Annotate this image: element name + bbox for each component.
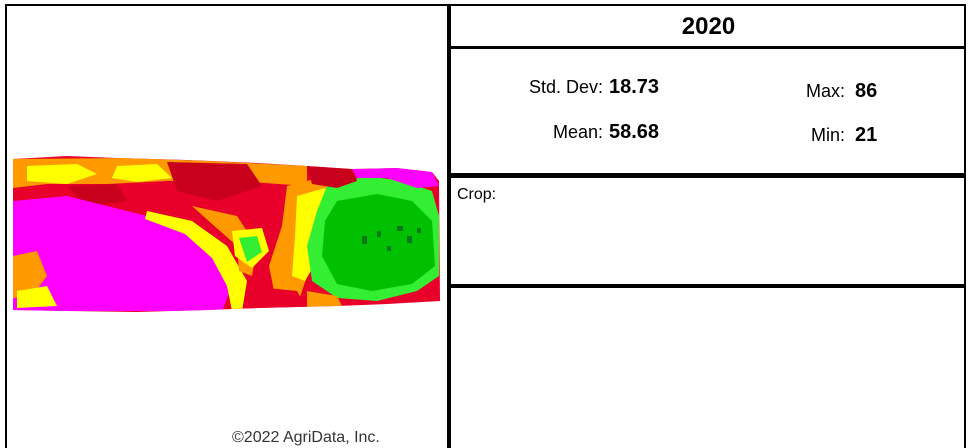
zone-yellow-left: [17, 286, 57, 308]
zone-orange-left: [13, 251, 47, 298]
std-dev-value: 18.73: [609, 76, 660, 98]
min-value: 21: [855, 124, 878, 146]
info-panel: 2020 Std. Dev: 18.73 Max: 86 Mean: 58.68…: [451, 6, 966, 448]
zone-red-bottom: [247, 286, 307, 309]
zone-magenta-top-right: [352, 168, 439, 188]
report-frame: ©2022 AgriData, Inc. 2020 Std. Dev: 18.7…: [5, 4, 966, 448]
speck-3: [397, 226, 403, 231]
field-zones: [13, 156, 440, 312]
zone-light-green-small: [239, 236, 262, 262]
divider-year: [451, 46, 966, 49]
zone-yellow-top-left: [27, 164, 97, 184]
min-label: Min:: [810, 125, 845, 145]
max-label: Max:: [805, 81, 845, 101]
yield-map-panel: ©2022 AgriData, Inc.: [7, 6, 447, 448]
zone-dark-red-1: [167, 162, 262, 201]
year-title: 2020: [681, 13, 736, 40]
mean-label: Mean:: [552, 122, 603, 142]
zone-orange-bottom: [307, 291, 342, 308]
zone-dark-red-3: [307, 166, 357, 188]
speck-6: [387, 246, 391, 251]
zone-yellow-border: [145, 211, 247, 311]
std-dev-label: Std. Dev:: [528, 77, 603, 97]
zone-magenta: [13, 196, 232, 311]
yield-map: [13, 156, 440, 312]
divider-stats: [451, 173, 966, 178]
copyright-text: ©2022 AgriData, Inc.: [232, 429, 380, 446]
zone-green: [322, 194, 435, 291]
speck-5: [417, 228, 421, 233]
speck-1: [362, 236, 367, 244]
vertical-divider: [447, 6, 451, 448]
crop-label: Crop:: [457, 186, 497, 203]
mean-value: 58.68: [609, 121, 660, 143]
speck-4: [407, 236, 412, 243]
divider-crop: [451, 284, 966, 288]
zone-yellow-top-mid: [112, 164, 172, 182]
max-value: 86: [855, 80, 878, 102]
speck-2: [377, 231, 381, 237]
